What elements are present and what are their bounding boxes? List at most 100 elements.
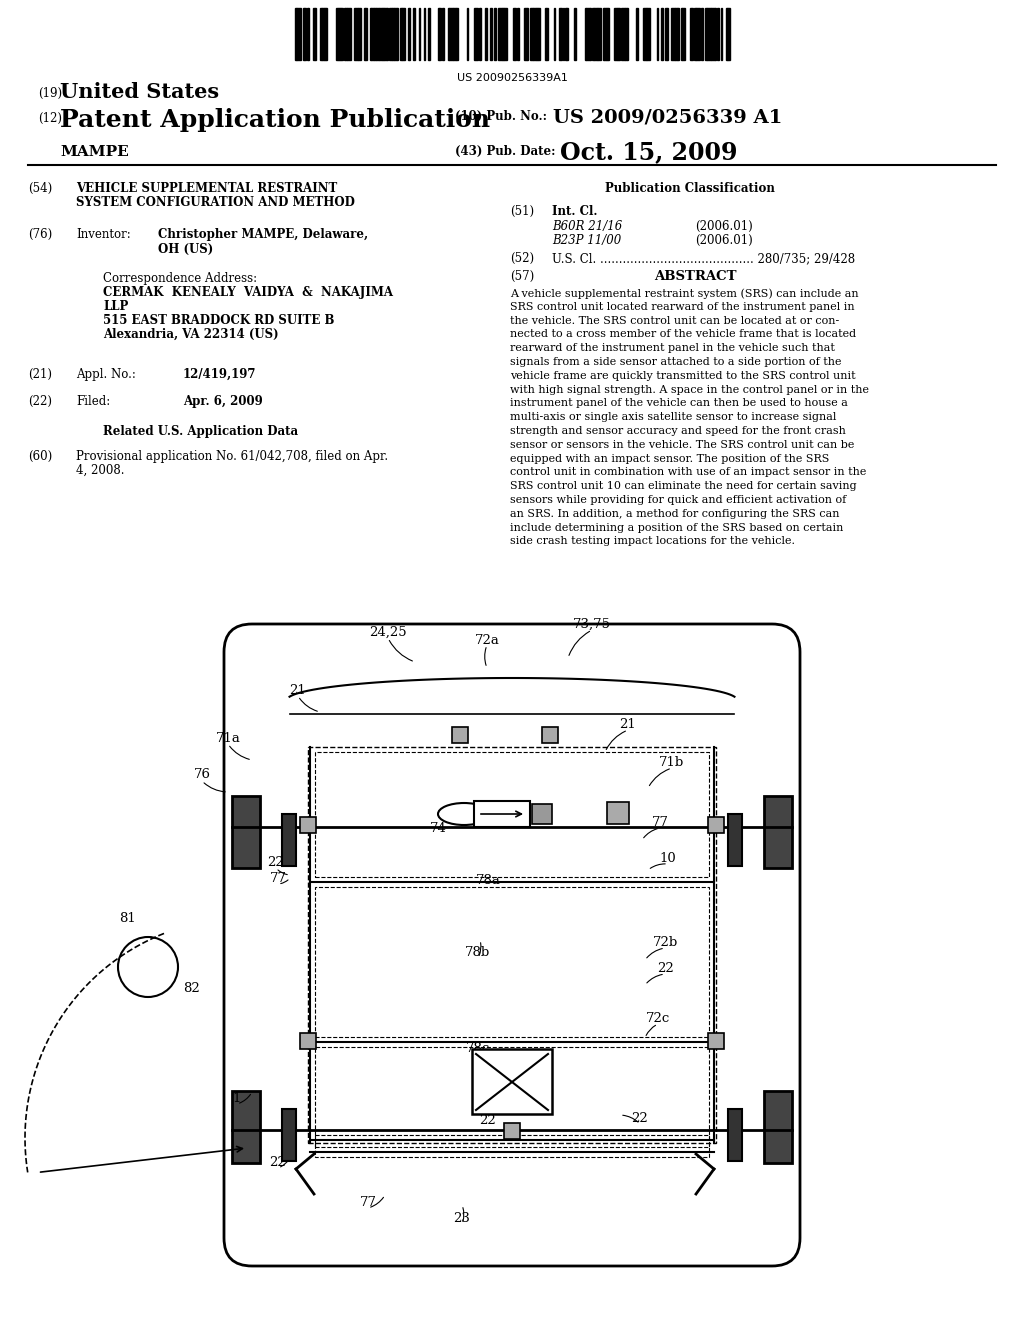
- Bar: [504, 8, 507, 59]
- Bar: [696, 8, 700, 59]
- Bar: [379, 8, 382, 59]
- Text: 21: 21: [620, 718, 636, 731]
- Text: Filed:: Filed:: [76, 395, 111, 408]
- Text: 22: 22: [632, 1111, 648, 1125]
- Text: SRS control unit 10 can eliminate the need for certain saving: SRS control unit 10 can eliminate the ne…: [510, 482, 857, 491]
- Bar: [485, 8, 487, 59]
- Bar: [728, 1109, 742, 1162]
- Bar: [402, 8, 406, 59]
- Text: 22: 22: [479, 1114, 497, 1126]
- Bar: [574, 8, 575, 59]
- Text: 22: 22: [269, 1155, 287, 1168]
- Bar: [530, 8, 534, 59]
- Text: 77: 77: [269, 871, 287, 884]
- Bar: [690, 8, 693, 59]
- Text: OH (US): OH (US): [158, 243, 213, 256]
- Text: multi-axis or single axis satellite sensor to increase signal: multi-axis or single axis satellite sens…: [510, 412, 837, 422]
- Text: sensor or sensors in the vehicle. The SRS control unit can be: sensor or sensors in the vehicle. The SR…: [510, 440, 854, 450]
- Bar: [384, 8, 387, 59]
- Text: an SRS. In addition, a method for configuring the SRS can: an SRS. In addition, a method for config…: [510, 508, 840, 519]
- Text: nected to a cross member of the vehicle frame that is located: nected to a cross member of the vehicle …: [510, 330, 856, 339]
- Text: 77: 77: [651, 816, 669, 829]
- Text: 72a: 72a: [474, 634, 500, 647]
- Text: United States: United States: [60, 82, 219, 102]
- Text: Related U.S. Application Data: Related U.S. Application Data: [103, 425, 298, 438]
- Text: (51): (51): [510, 205, 535, 218]
- Bar: [614, 8, 617, 59]
- Bar: [694, 8, 696, 59]
- Text: vehicle frame are quickly transmitted to the SRS control unit: vehicle frame are quickly transmitted to…: [510, 371, 856, 380]
- Ellipse shape: [438, 803, 490, 825]
- Bar: [474, 801, 530, 828]
- Bar: [604, 8, 606, 59]
- Bar: [647, 8, 650, 59]
- Bar: [559, 8, 562, 59]
- Bar: [594, 8, 597, 59]
- Bar: [532, 804, 552, 824]
- Bar: [607, 803, 629, 824]
- Bar: [315, 752, 709, 876]
- Bar: [392, 8, 394, 59]
- Text: U.S. Cl. ......................................... 280/735; 29/428: U.S. Cl. ...............................…: [552, 252, 855, 265]
- Text: US 2009/0256339 A1: US 2009/0256339 A1: [553, 108, 782, 125]
- Bar: [598, 8, 601, 59]
- Text: side crash testing impact locations for the vehicle.: side crash testing impact locations for …: [510, 536, 795, 546]
- Bar: [300, 1034, 316, 1049]
- Bar: [282, 1109, 296, 1162]
- Text: strength and sensor accuracy and speed for the front crash: strength and sensor accuracy and speed f…: [510, 426, 846, 436]
- Bar: [474, 8, 478, 59]
- Text: rearward of the instrument panel in the vehicle such that: rearward of the instrument panel in the …: [510, 343, 835, 354]
- Bar: [524, 8, 527, 59]
- Text: (43) Pub. Date:: (43) Pub. Date:: [455, 145, 555, 158]
- Text: 78a: 78a: [475, 874, 501, 887]
- Bar: [643, 8, 646, 59]
- Text: instrument panel of the vehicle can then be used to house a: instrument panel of the vehicle can then…: [510, 399, 848, 408]
- Text: (19): (19): [38, 87, 62, 100]
- Bar: [345, 8, 347, 59]
- Bar: [365, 8, 367, 59]
- Text: 21: 21: [290, 684, 306, 697]
- Text: 23: 23: [454, 1212, 470, 1225]
- Text: the vehicle. The SRS control unit can be located at or con-: the vehicle. The SRS control unit can be…: [510, 315, 840, 326]
- Bar: [513, 8, 516, 59]
- Bar: [534, 8, 536, 59]
- Text: ABSTRACT: ABSTRACT: [653, 271, 736, 282]
- Text: 22: 22: [656, 961, 674, 974]
- Bar: [376, 8, 379, 59]
- Text: B60R 21/16: B60R 21/16: [552, 220, 623, 234]
- Bar: [517, 8, 519, 59]
- Bar: [371, 8, 374, 59]
- Text: Int. Cl.: Int. Cl.: [552, 205, 597, 218]
- Bar: [728, 8, 730, 59]
- Text: (22): (22): [28, 395, 52, 408]
- Bar: [764, 1092, 792, 1163]
- Text: 76: 76: [194, 768, 211, 781]
- Bar: [708, 817, 724, 833]
- Bar: [297, 8, 301, 59]
- Bar: [636, 8, 638, 59]
- Text: 78c: 78c: [466, 1041, 490, 1055]
- Text: equipped with an impact sensor. The position of the SRS: equipped with an impact sensor. The posi…: [510, 454, 829, 463]
- Bar: [232, 1092, 260, 1163]
- Text: 74: 74: [429, 821, 446, 834]
- Text: include determining a position of the SRS based on certain: include determining a position of the SR…: [510, 523, 844, 532]
- Bar: [394, 8, 397, 59]
- Text: (2006.01): (2006.01): [695, 234, 753, 247]
- Bar: [313, 8, 315, 59]
- Bar: [449, 8, 453, 59]
- Bar: [504, 1123, 520, 1139]
- Text: sensors while providing for quick and efficient activation of: sensors while providing for quick and ef…: [510, 495, 846, 506]
- Bar: [707, 8, 711, 59]
- Text: (52): (52): [510, 252, 535, 265]
- Bar: [232, 796, 260, 869]
- Bar: [764, 796, 792, 869]
- Bar: [538, 8, 540, 59]
- Bar: [304, 8, 306, 59]
- Bar: [453, 8, 456, 59]
- Text: 78b: 78b: [465, 945, 490, 958]
- Bar: [456, 8, 458, 59]
- Text: Alexandria, VA 22314 (US): Alexandria, VA 22314 (US): [103, 327, 279, 341]
- Text: (60): (60): [28, 450, 52, 463]
- Text: Provisional application No. 61/042,708, filed on Apr.: Provisional application No. 61/042,708, …: [76, 450, 388, 463]
- Bar: [439, 8, 441, 59]
